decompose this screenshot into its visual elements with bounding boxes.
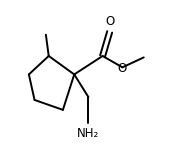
Text: NH₂: NH₂ — [77, 127, 100, 140]
Text: O: O — [118, 61, 127, 75]
Text: O: O — [105, 15, 114, 28]
